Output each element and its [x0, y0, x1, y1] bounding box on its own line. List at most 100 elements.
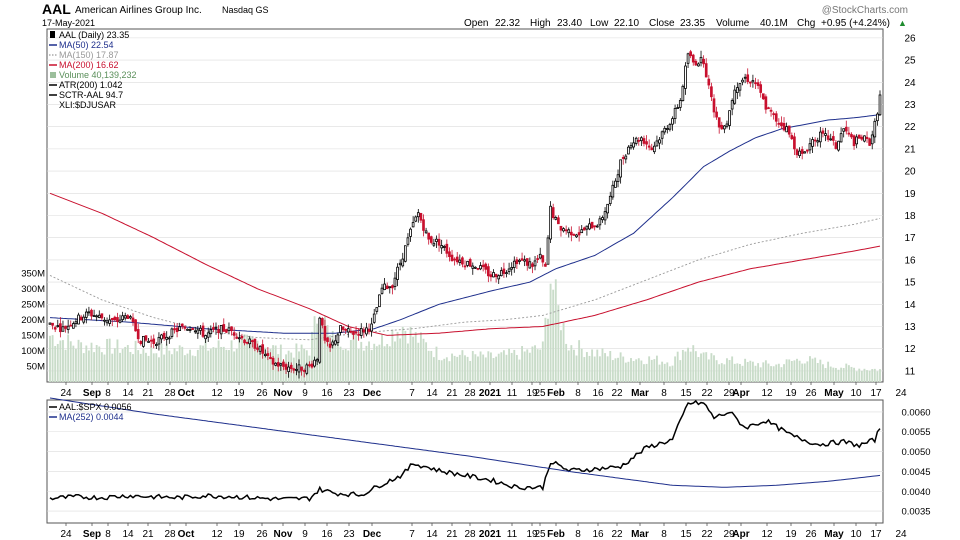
volume-bar [295, 343, 298, 382]
candle-body [865, 136, 869, 139]
candle-body [155, 344, 158, 347]
volume-bar [220, 346, 223, 382]
candle-body [834, 142, 838, 149]
candle-body [440, 245, 443, 249]
volume-bar [253, 339, 256, 382]
x-tick-label: 26 [256, 529, 268, 540]
volume-bar [521, 346, 523, 382]
volume-bar [116, 339, 119, 382]
x-tick-label: 26 [256, 388, 268, 399]
candle-body [331, 341, 335, 346]
volume-bar [552, 289, 555, 382]
candle-body [238, 337, 241, 340]
volume-bar [54, 346, 57, 382]
volume-bar [438, 359, 440, 382]
volume-bar [474, 354, 477, 382]
candle-body [302, 370, 306, 372]
candle-body [144, 335, 148, 341]
x-tick-label: 29 [723, 388, 735, 399]
candle-body [333, 340, 337, 345]
candle-body [782, 122, 786, 131]
candle-body [642, 138, 646, 144]
volume-bars [49, 279, 881, 382]
volume-bar [726, 358, 728, 382]
candle-body [235, 336, 239, 339]
x-tick-label: 9 [302, 388, 308, 399]
candle-body [733, 89, 737, 104]
candle-body [694, 60, 698, 66]
x-tick-label: 21 [446, 529, 458, 540]
volume-bar [772, 366, 775, 382]
candle-body [92, 315, 96, 317]
candle-body [388, 286, 392, 289]
x-tick-label: 8 [575, 388, 581, 399]
volume-tick-label: 100M [21, 346, 45, 357]
candle-body [240, 335, 244, 339]
x-tick-label: 8 [575, 529, 581, 540]
candle-body [269, 356, 272, 360]
candle-body [494, 273, 498, 278]
candle-body [134, 319, 137, 332]
volume-bar [196, 349, 199, 382]
volume-bar [64, 349, 67, 382]
candle-body [422, 219, 425, 231]
candle-body [227, 327, 231, 331]
candle-body [131, 317, 135, 323]
candle-body [634, 137, 638, 144]
candle-body [258, 345, 262, 352]
volume-bar [352, 334, 355, 382]
candle-body [230, 326, 233, 332]
price-tick-label: 18 [904, 211, 916, 222]
candle-body [219, 325, 223, 335]
volume-bar [508, 348, 511, 382]
x-tick-label: 2021 [479, 388, 502, 399]
volume-bar [311, 331, 313, 382]
volume-bar [801, 363, 804, 382]
candle-body [499, 270, 503, 277]
candle-body [873, 120, 877, 138]
volume-bar [349, 339, 352, 382]
price-tick-label: 11 [905, 366, 916, 377]
volume-bar [858, 368, 861, 382]
volume-bar [840, 367, 843, 382]
low-label: Low [590, 18, 609, 29]
volume-bar [430, 350, 433, 382]
candle-body [588, 223, 591, 230]
volume-bar [165, 344, 168, 382]
candle-body [824, 133, 827, 136]
candle-body [118, 319, 122, 323]
candle-icon [50, 31, 55, 38]
volume-bar [77, 339, 80, 382]
candle-body [59, 323, 62, 333]
candle-body [103, 319, 106, 322]
volume-bar [617, 357, 619, 382]
candle-body [297, 364, 301, 373]
candle-body [645, 141, 648, 145]
volume-bar [324, 315, 326, 382]
candle-body [121, 315, 124, 321]
candle-body [510, 267, 514, 270]
candle-body [614, 180, 617, 188]
candle-body [769, 109, 773, 112]
volume-bar [243, 334, 246, 382]
volume-bar [425, 342, 428, 382]
x-tick-label: 24 [895, 388, 907, 399]
symbol: AAL [42, 1, 71, 17]
candle-body [77, 314, 80, 325]
open-label: Open [464, 18, 488, 29]
candle-body [660, 131, 664, 139]
volume-bar [129, 351, 132, 382]
candle-body [525, 258, 529, 266]
volume-bar [829, 366, 832, 382]
candle-body [51, 322, 54, 326]
volume-bar [536, 349, 539, 382]
volume-bar [357, 348, 360, 382]
candle-body [365, 327, 368, 335]
price-tick-label: 26 [904, 33, 916, 44]
candle-body [448, 251, 451, 258]
volume-bar [331, 330, 334, 382]
candle-body [300, 366, 303, 371]
candle-body [611, 184, 615, 198]
volume-bar [469, 360, 472, 382]
candle-body [186, 328, 189, 331]
